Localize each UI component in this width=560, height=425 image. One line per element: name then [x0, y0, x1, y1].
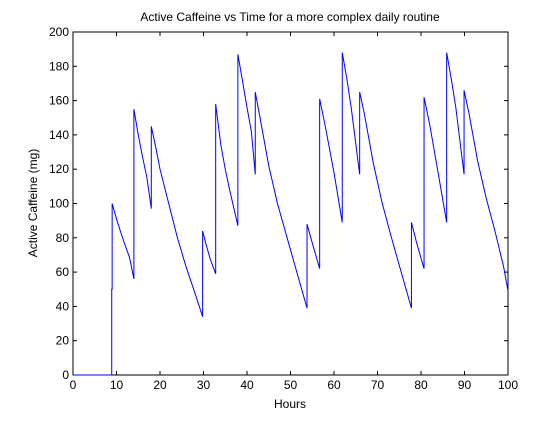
x-tick-label: 70 — [371, 378, 385, 392]
y-tick-label: 40 — [56, 299, 70, 313]
x-tick-label: 100 — [498, 378, 518, 392]
x-tick-label: 90 — [458, 378, 472, 392]
y-tick-label: 180 — [49, 59, 69, 73]
x-tick-label: 20 — [153, 378, 167, 392]
y-tick-label: 140 — [49, 128, 69, 142]
x-tick-label: 60 — [327, 378, 341, 392]
y-tick-label: 60 — [56, 265, 70, 279]
x-tick-label: 50 — [284, 378, 298, 392]
x-tick-label: 40 — [240, 378, 254, 392]
x-tick-label: 0 — [70, 378, 77, 392]
chart-title: Active Caffeine vs Time for a more compl… — [140, 10, 440, 24]
x-tick-label: 30 — [197, 378, 211, 392]
y-tick-label: 120 — [49, 162, 69, 176]
y-tick-label: 200 — [49, 25, 69, 39]
plot-area-frame — [72, 31, 509, 376]
caffeine-series-line — [73, 52, 509, 376]
x-tick-label: 10 — [110, 378, 124, 392]
y-tick-label: 20 — [56, 334, 70, 348]
x-tick-label: 80 — [414, 378, 428, 392]
y-tick-label: 0 — [62, 368, 69, 382]
y-tick-label: 100 — [49, 197, 69, 211]
x-axis-label: Hours — [274, 397, 306, 411]
y-axis-label: Active Caffeine (mg) — [26, 149, 40, 258]
y-tick-label: 80 — [56, 231, 70, 245]
y-axis-ticks: 0 20 40 60 80 100 120 140 160 180 200 — [49, 25, 508, 382]
y-tick-label: 160 — [49, 94, 69, 108]
x-axis-ticks: 0 10 20 30 40 50 60 70 80 90 100 — [70, 32, 518, 392]
